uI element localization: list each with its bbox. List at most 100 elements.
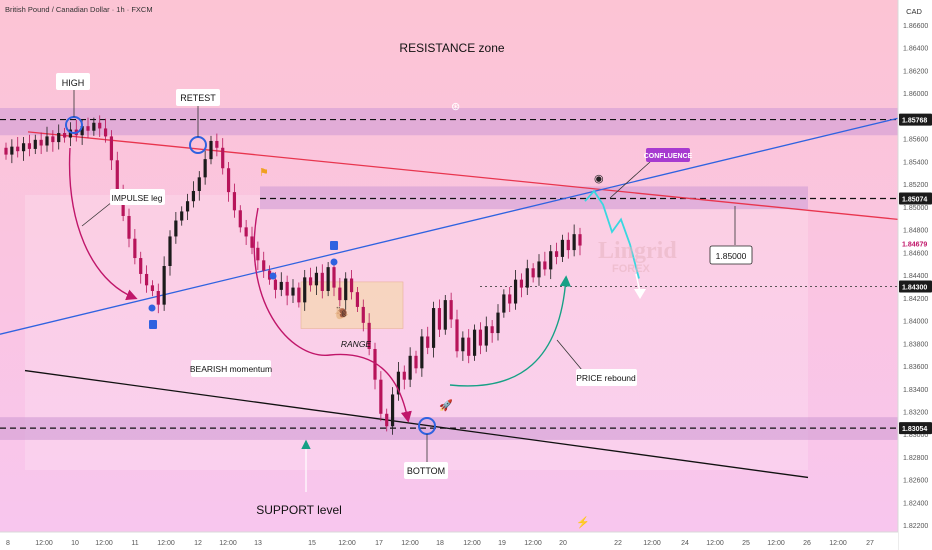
x-tick-label: 12:00 xyxy=(35,540,53,547)
candle-body xyxy=(86,126,90,131)
candle-body xyxy=(174,220,178,237)
candle-body xyxy=(39,139,43,146)
candle-body xyxy=(332,267,336,288)
x-tick-label: 13 xyxy=(254,540,262,547)
candle-body xyxy=(180,211,184,221)
candle-body xyxy=(57,133,61,143)
candle-body xyxy=(554,251,559,257)
range-label: RANGE xyxy=(341,339,372,349)
impulse-leg-label: IMPULSE leg xyxy=(111,193,162,203)
projection-arrowhead xyxy=(634,289,646,299)
annotation-curves xyxy=(68,147,646,492)
candle-body xyxy=(109,136,114,161)
candle-body xyxy=(291,287,295,296)
bottom-label-box xyxy=(404,462,448,479)
candle-body xyxy=(519,279,524,288)
currency-label: CAD xyxy=(906,7,922,16)
rebound-connector xyxy=(556,339,583,371)
watermark-top: Lingrid xyxy=(598,238,677,264)
candle-body xyxy=(256,247,260,261)
y-tick-label: 1.85000 xyxy=(903,205,928,212)
annotation-labels: RESISTANCE zone HIGH RETEST IMPULSE leg … xyxy=(56,41,753,517)
y-tick-label: 1.84800 xyxy=(903,228,928,235)
candle-body xyxy=(115,160,119,190)
candle-body xyxy=(273,279,278,290)
x-tick-label: 26 xyxy=(803,540,811,547)
x-tick-label: 12:00 xyxy=(401,540,419,547)
y-tick-label: 1.82200 xyxy=(903,523,928,530)
candle-body xyxy=(314,272,319,286)
pivot-markers xyxy=(65,90,736,462)
x-tick-label: 12:00 xyxy=(157,540,175,547)
candle-body xyxy=(467,337,471,356)
impulse-connector xyxy=(81,201,113,227)
bearish-arrow xyxy=(253,207,412,423)
candle-body xyxy=(45,136,49,146)
price-label: 1.83054 xyxy=(902,426,927,433)
candle-body xyxy=(373,348,377,380)
y-tick-label: 1.85200 xyxy=(903,182,928,189)
x-tick-label: 12:00 xyxy=(767,540,785,547)
candle-body xyxy=(461,337,465,352)
zone-resistance xyxy=(0,107,898,136)
price-rebound-label-box xyxy=(576,369,637,386)
impulse-arrow xyxy=(68,147,138,301)
touch-point-2 xyxy=(269,272,277,280)
y-tick-label: 1.84000 xyxy=(903,319,928,326)
alert-icon: ⊛ xyxy=(451,101,460,113)
x-tick-label: 12:00 xyxy=(338,540,356,547)
candle-body xyxy=(566,239,570,251)
price-label-box xyxy=(899,237,932,250)
retest-label: RETEST xyxy=(180,93,216,103)
candle-body xyxy=(27,143,32,149)
candle-body xyxy=(543,261,547,270)
candle-body xyxy=(308,277,313,286)
candle-body xyxy=(537,261,541,278)
support-line xyxy=(24,369,809,479)
down-flag-icon xyxy=(149,320,157,329)
candle-body xyxy=(16,146,20,152)
y-tick-label: 1.83200 xyxy=(903,410,928,417)
time-axis xyxy=(0,532,898,550)
candle-body xyxy=(33,139,37,149)
candle-body xyxy=(490,326,494,334)
y-tick-label: 1.86000 xyxy=(903,91,928,98)
retest-label-box xyxy=(176,89,220,106)
candle-body xyxy=(226,168,231,193)
candle-body xyxy=(303,277,307,303)
candle-body xyxy=(244,227,248,237)
x-tick-label: 20 xyxy=(559,540,567,547)
candle-body xyxy=(238,210,242,228)
x-tick-label: 8 xyxy=(6,540,10,547)
candle-body xyxy=(338,287,342,301)
y-tick-label: 1.82800 xyxy=(903,455,928,462)
candle-body xyxy=(379,379,383,414)
candle-body xyxy=(367,322,371,349)
candle-body xyxy=(162,266,166,305)
candle-body xyxy=(431,308,436,348)
candle-body xyxy=(250,236,254,248)
candle-body xyxy=(560,239,565,257)
confluence-connector xyxy=(609,161,651,199)
confluence-label: CONFLUENCE xyxy=(644,153,693,160)
y-tick-label: 1.86600 xyxy=(903,23,928,30)
x-tick-label: 17 xyxy=(375,540,383,547)
candle-body xyxy=(150,285,155,292)
symbol-title: British Pound / Canadian Dollar · 1h · F… xyxy=(5,5,153,14)
candle-body xyxy=(127,215,131,239)
price-label: 1.84679 xyxy=(902,241,927,248)
x-tick-label: 12:00 xyxy=(95,540,113,547)
bearish-label: BEARISH momentum xyxy=(190,364,272,374)
candle-body xyxy=(549,251,553,270)
candle-body xyxy=(355,292,360,307)
y-tick-label: 1.84600 xyxy=(903,250,928,257)
x-tick-label: 12:00 xyxy=(706,540,724,547)
y-tick-label: 1.85400 xyxy=(903,159,928,166)
candle-body xyxy=(232,192,237,211)
candle-body xyxy=(385,413,389,427)
touch-point-1 xyxy=(148,304,156,312)
x-tick-label: 27 xyxy=(866,540,874,547)
y-tick-label: 1.83400 xyxy=(903,387,928,394)
candle-body xyxy=(414,355,418,369)
